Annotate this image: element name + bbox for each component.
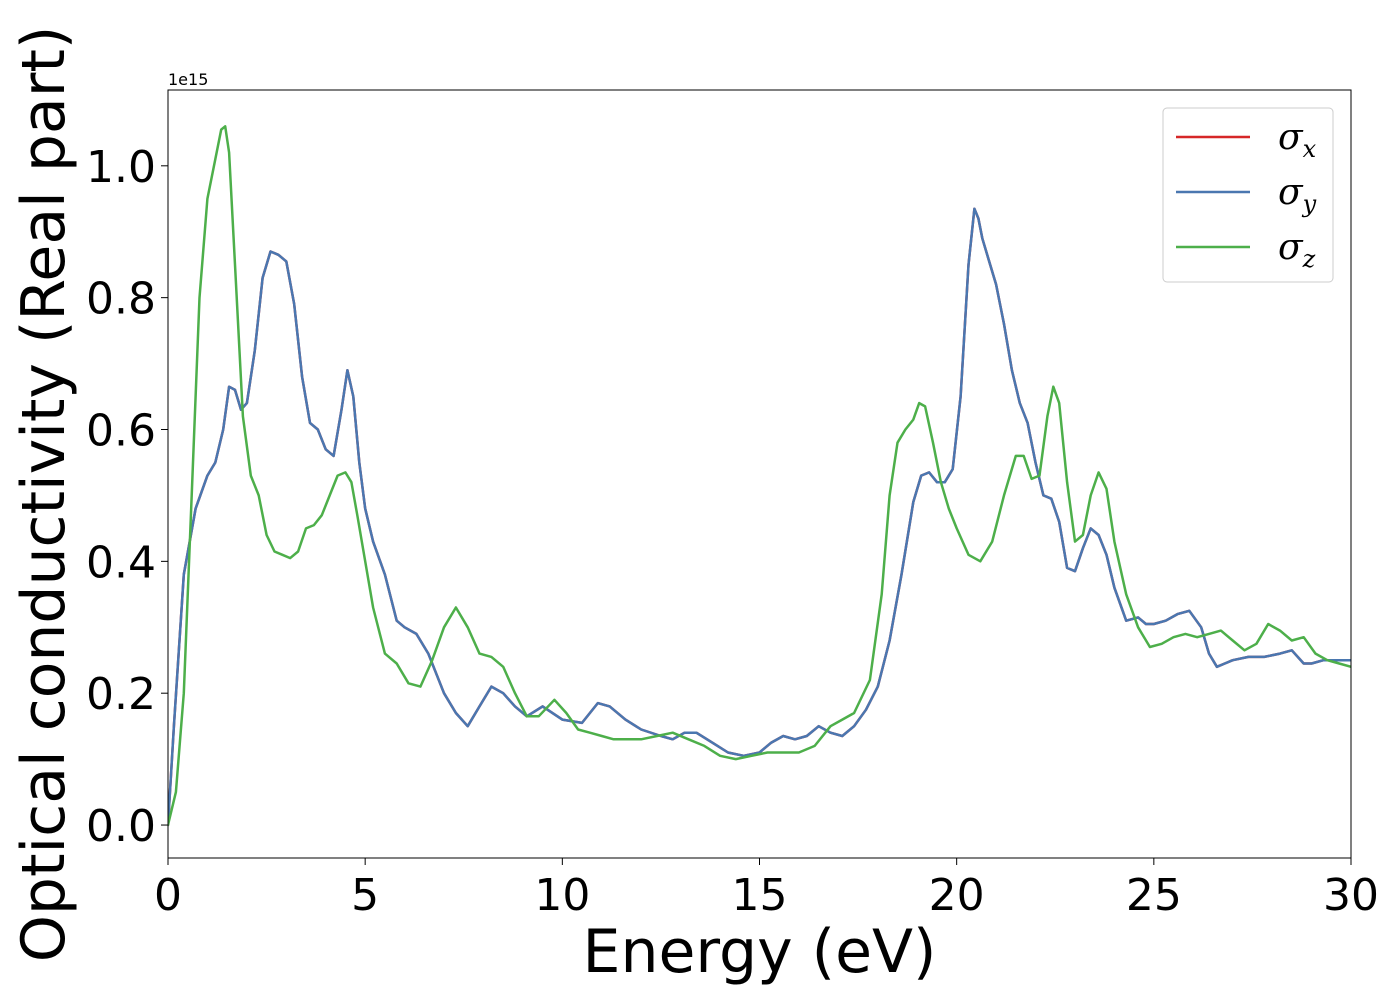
x-tick-label: 0	[154, 870, 182, 921]
legend-box	[1162, 107, 1334, 283]
series-line-sigma-z	[168, 125, 1351, 827]
legend-label-sigma-x: σx	[1278, 117, 1317, 163]
y-axis-title: Optical conductivity (Real part)	[9, 26, 79, 963]
legend-label-sigma-y: σy	[1278, 172, 1317, 218]
x-tick-label: 25	[1126, 870, 1182, 921]
x-tick-label: 10	[534, 870, 590, 921]
y-tick-label: 0.4	[86, 537, 156, 588]
y-tick-label: 0.2	[86, 669, 156, 720]
x-axis-title: Energy (eV)	[583, 917, 937, 987]
y-tick-label: 0.8	[86, 274, 156, 325]
y-axis: 0.0 0.2 0.4 0.6 0.8 1.0	[86, 142, 168, 852]
y-tick-label: 0.0	[86, 801, 156, 852]
x-tick-label: 15	[732, 870, 788, 921]
y-offset-text: 1e15	[168, 70, 208, 89]
x-axis: 0 5 10 15 20 25 30	[154, 858, 1379, 921]
legend-label-sigma-z: σz	[1278, 227, 1316, 273]
legend: σx σy σz	[1162, 107, 1334, 283]
y-tick-label: 0.6	[86, 406, 156, 457]
y-tick-label: 1.0	[86, 142, 156, 193]
x-tick-label: 5	[351, 870, 379, 921]
x-tick-label: 30	[1323, 870, 1379, 921]
series-layer	[168, 125, 1351, 827]
x-tick-label: 20	[929, 870, 985, 921]
